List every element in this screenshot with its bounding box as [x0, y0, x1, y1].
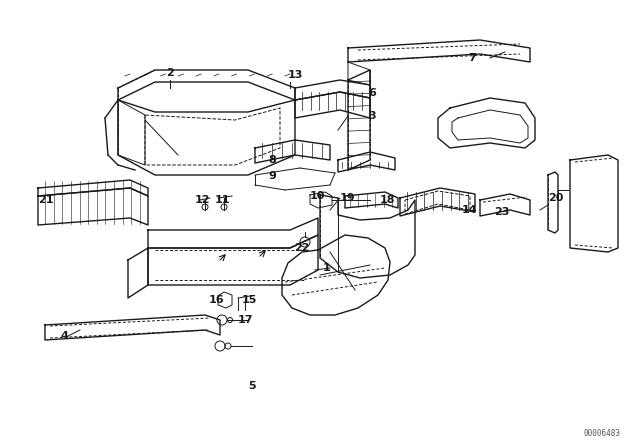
Text: 15: 15 — [242, 295, 257, 305]
Text: 12: 12 — [195, 195, 210, 205]
Text: 3: 3 — [368, 111, 376, 121]
Text: 1: 1 — [323, 263, 330, 273]
Text: 2: 2 — [166, 68, 174, 78]
Text: 6: 6 — [368, 88, 376, 98]
Text: 11: 11 — [214, 195, 230, 205]
Text: 16: 16 — [209, 295, 224, 305]
Text: 13: 13 — [288, 70, 303, 80]
Text: 7: 7 — [468, 53, 476, 63]
Text: 17: 17 — [238, 315, 253, 325]
Text: 22: 22 — [294, 243, 310, 253]
Text: 19: 19 — [340, 193, 356, 203]
Text: 20: 20 — [548, 193, 563, 203]
Text: 14: 14 — [462, 205, 477, 215]
Text: 23: 23 — [494, 207, 509, 217]
Text: 00006483: 00006483 — [583, 429, 620, 438]
Text: 8: 8 — [268, 155, 276, 165]
Text: 21: 21 — [38, 195, 54, 205]
Text: 5: 5 — [248, 381, 255, 391]
Text: 10: 10 — [310, 191, 325, 201]
Text: 18: 18 — [380, 195, 396, 205]
Text: 4: 4 — [60, 331, 68, 341]
Text: 9: 9 — [268, 171, 276, 181]
